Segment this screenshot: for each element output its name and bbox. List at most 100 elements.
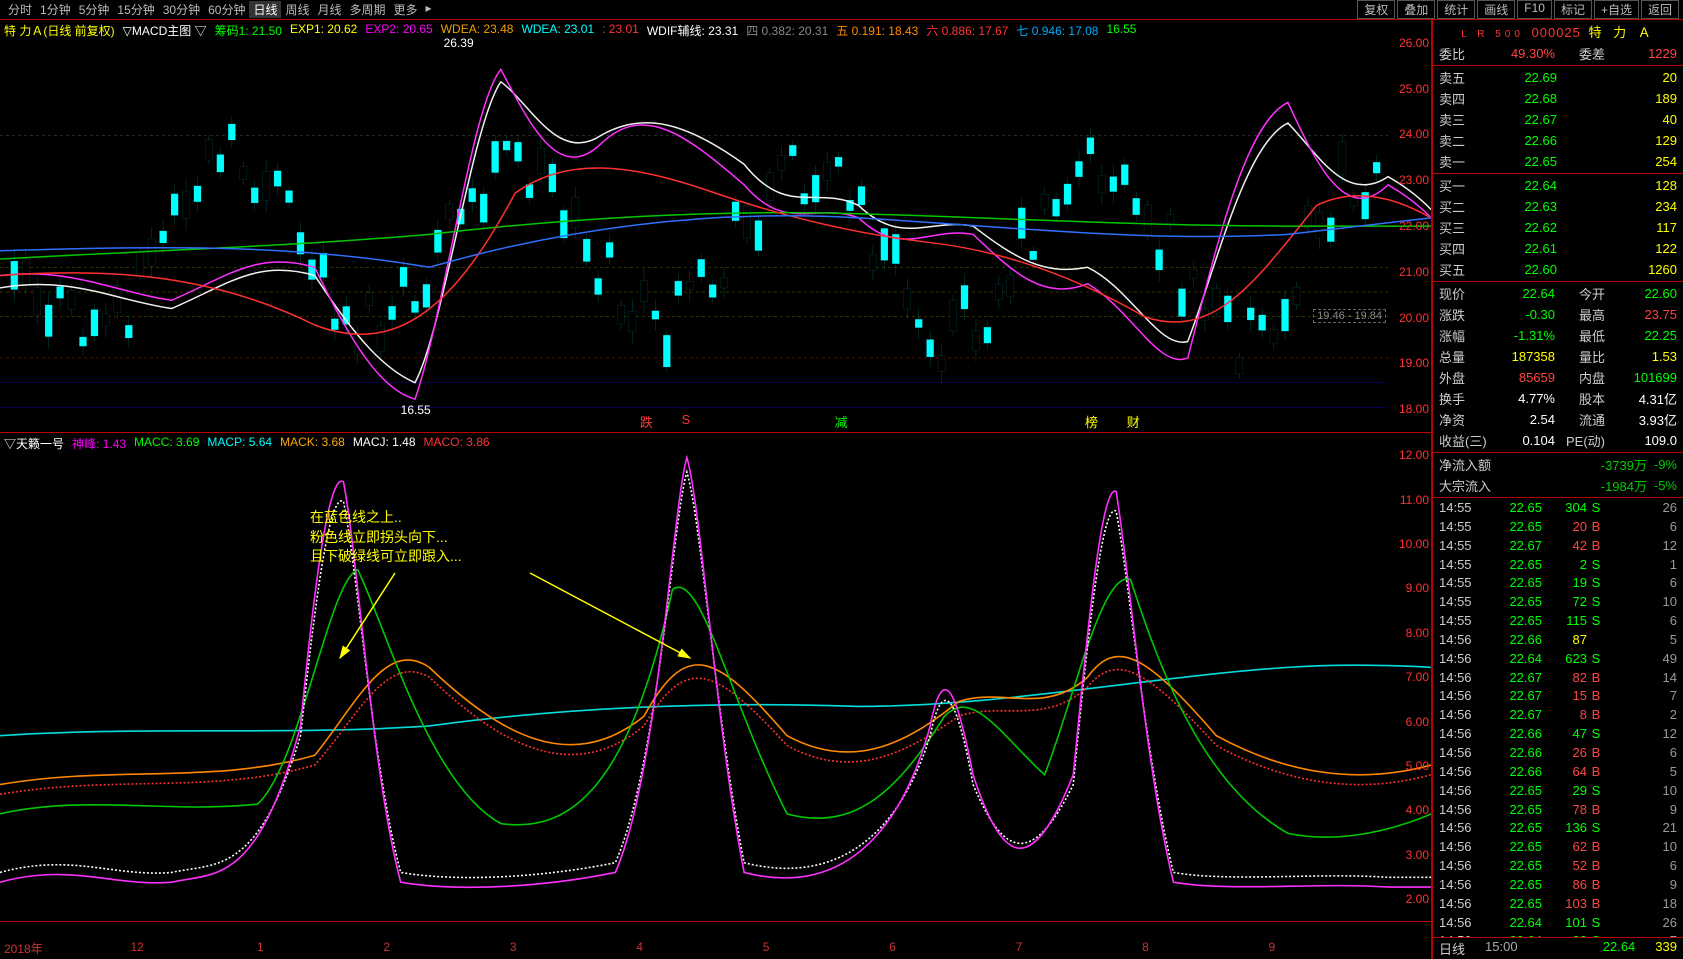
more-dropdown-icon[interactable]: ▸ xyxy=(422,1,436,18)
tick-row[interactable]: 14:56 22.65 86 B 9 xyxy=(1433,876,1683,895)
price-ytick: 22.00 xyxy=(1389,219,1429,233)
tick-row[interactable]: 14:56 22.65 62 B 10 xyxy=(1433,838,1683,857)
tick-row[interactable]: 14:56 22.67 82 B 14 xyxy=(1433,669,1683,688)
timeframe-2[interactable]: 5分钟 xyxy=(75,1,114,18)
tick-row[interactable]: 14:55 22.65 72 S 10 xyxy=(1433,593,1683,612)
orderbook-row[interactable]: 卖五 22.69 20 xyxy=(1433,67,1683,88)
orderbook-row[interactable]: 买五 22.60 1260 xyxy=(1433,259,1683,280)
tb-right-0[interactable]: 复权 xyxy=(1357,0,1395,19)
stat-row: 涨跌 -0.30 最高 23.75 xyxy=(1433,304,1683,325)
tick-row[interactable]: 14:56 22.65 29 S 10 xyxy=(1433,782,1683,801)
stat-row: 现价 22.64 今开 22.60 xyxy=(1433,283,1683,304)
ind-label-4: MACK: 3.68 xyxy=(280,435,345,452)
chart-annotation: 在蓝色线之上..粉色线立即拐头向下...且下破绿线可立即跟入... xyxy=(310,508,462,567)
price-ytick: 26.00 xyxy=(1389,36,1429,50)
orderbook-row[interactable]: 卖四 22.68 189 xyxy=(1433,88,1683,109)
ind-ytick: 12.00 xyxy=(1389,448,1429,462)
timeframe-7[interactable]: 周线 xyxy=(281,1,313,18)
timeframe-6[interactable]: 日线 xyxy=(249,1,281,18)
tick-row[interactable]: 14:56 22.65 78 B 9 xyxy=(1433,801,1683,820)
tb-right-2[interactable]: 统计 xyxy=(1437,0,1475,19)
x-tick: 7 xyxy=(1012,940,1138,957)
x-tick: 2018年 xyxy=(0,940,126,957)
price-ytick: 23.00 xyxy=(1389,173,1429,187)
price-ytick: 18.00 xyxy=(1389,402,1429,416)
tick-row[interactable]: 14:56 22.65 136 S 21 xyxy=(1433,819,1683,838)
orderbook-row[interactable]: 卖二 22.66 129 xyxy=(1433,130,1683,151)
flow-row: 大宗流入 -1984万 -5% xyxy=(1433,475,1683,496)
stock-title: L R 500 000025 特 力 Ａ xyxy=(1433,20,1683,43)
price-marker: S xyxy=(682,412,691,427)
orderbook-row[interactable]: 卖一 22.65 254 xyxy=(1433,151,1683,172)
annotation-line: 在蓝色线之上.. xyxy=(310,508,462,528)
tick-row[interactable]: 14:56 22.66 87 5 xyxy=(1433,631,1683,650)
price-plot xyxy=(0,20,1431,432)
tick-row[interactable]: 14:56 22.65 103 B 18 xyxy=(1433,895,1683,914)
x-tick: 8 xyxy=(1138,940,1264,957)
ind-label-2: MACC: 3.69 xyxy=(134,435,199,452)
timeframe-4[interactable]: 30分钟 xyxy=(159,1,204,18)
tick-row[interactable]: 14:56 22.64 623 S 49 xyxy=(1433,650,1683,669)
tick-row[interactable]: 14:55 22.67 42 B 12 xyxy=(1433,537,1683,556)
tick-row[interactable]: 14:56 22.67 15 B 7 xyxy=(1433,687,1683,706)
tick-row[interactable]: 14:56 22.66 26 B 6 xyxy=(1433,744,1683,763)
tick-row[interactable]: 14:56 22.66 64 B 5 xyxy=(1433,763,1683,782)
stat-row: 收益(三) 0.104 PE(动) 109.0 xyxy=(1433,430,1683,451)
stat-row: 总量 187358 量比 1.53 xyxy=(1433,346,1683,367)
tb-right-6[interactable]: +自选 xyxy=(1594,0,1639,19)
tick-row[interactable]: 14:55 22.65 19 S 6 xyxy=(1433,574,1683,593)
stat-row: 涨幅 -1.31% 最低 22.25 xyxy=(1433,325,1683,346)
tick-row[interactable]: 14:56 22.65 52 B 6 xyxy=(1433,857,1683,876)
price-marker: 跌 xyxy=(640,412,653,431)
chart-area: 特 力Ａ(日线 前复权)▽MACD主图 ▽筹码1: 21.50EXP1: 20.… xyxy=(0,20,1433,959)
orderbook-row[interactable]: 买三 22.62 117 xyxy=(1433,217,1683,238)
timeframe-9[interactable]: 多周期 xyxy=(346,1,390,18)
tick-row[interactable]: 14:55 22.65 2 S 1 xyxy=(1433,556,1683,575)
tick-row[interactable]: 14:56 22.67 8 B 2 xyxy=(1433,706,1683,725)
price-ytick: 25.00 xyxy=(1389,82,1429,96)
orderbook-row[interactable]: 卖三 22.67 40 xyxy=(1433,109,1683,130)
macd-label[interactable]: ▽MACD主图 ▽ xyxy=(123,22,207,39)
price-ind-3: WDEA: 23.48 xyxy=(441,22,514,39)
orderbook-ratio: 委比 49.30% 委差 1229 xyxy=(1433,43,1683,64)
tb-right-5[interactable]: 标记 xyxy=(1554,0,1592,19)
tick-row[interactable]: 14:56 22.64 101 S 26 xyxy=(1433,914,1683,933)
tick-row[interactable]: 14:56 22.66 47 S 12 xyxy=(1433,725,1683,744)
annotation-line: 粉色线立即拐头向下... xyxy=(310,528,462,548)
ind-label-6: MACO: 3.86 xyxy=(424,435,490,452)
orderbook-row[interactable]: 买四 22.61 122 xyxy=(1433,238,1683,259)
tb-right-3[interactable]: 画线 xyxy=(1477,0,1515,19)
ind-ytick: 9.00 xyxy=(1389,581,1429,595)
indicator-chart[interactable]: ▽天籁一号 神峰: 1.43MACC: 3.69MACP: 5.64MACK: … xyxy=(0,433,1431,921)
tick-row[interactable]: 14:55 22.65 304 S 26 xyxy=(1433,499,1683,518)
ind-label-5: MACJ: 1.48 xyxy=(353,435,416,452)
price-ind-6: WDIF辅线: 23.31 xyxy=(647,22,738,39)
tick-row[interactable]: 14:55 22.65 115 S 6 xyxy=(1433,612,1683,631)
timeframe-10[interactable]: 更多 xyxy=(390,1,422,18)
price-chart[interactable]: 特 力Ａ(日线 前复权)▽MACD主图 ▽筹码1: 21.50EXP1: 20.… xyxy=(0,20,1431,433)
timeframe-3[interactable]: 15分钟 xyxy=(113,1,158,18)
tick-list[interactable]: 14:55 22.65 304 S 26 14:55 22.65 20 B 6 … xyxy=(1433,499,1683,937)
timeframe-0[interactable]: 分时 xyxy=(4,1,36,18)
tb-right-7[interactable]: 返回 xyxy=(1641,0,1679,19)
ind-label-1: 神峰: 1.43 xyxy=(72,435,126,452)
bottom-status: 日线 15:00 22.64 339 xyxy=(1433,937,1683,959)
tb-right-4[interactable]: F10 xyxy=(1517,0,1552,19)
stat-row: 净资 2.54 流通 3.93亿 xyxy=(1433,409,1683,430)
x-tick: 3 xyxy=(506,940,632,957)
timeframe-toolbar: 分时1分钟5分钟15分钟30分钟60分钟日线周线月线多周期更多▸ 复权叠加统计画… xyxy=(0,0,1683,20)
timeframe-5[interactable]: 60分钟 xyxy=(204,1,249,18)
orderbook-row[interactable]: 买二 22.63 234 xyxy=(1433,196,1683,217)
price-ytick: 19.00 xyxy=(1389,356,1429,370)
price-ytick: 20.00 xyxy=(1389,311,1429,325)
timeframe-8[interactable]: 月线 xyxy=(314,1,346,18)
tb-right-1[interactable]: 叠加 xyxy=(1397,0,1435,19)
stat-row: 换手 4.77% 股本 4.31亿 xyxy=(1433,388,1683,409)
cursor-label: 19.46 - 19.84 xyxy=(1313,309,1386,323)
price-ind-1: EXP1: 20.62 xyxy=(290,22,357,39)
timeframe-1[interactable]: 1分钟 xyxy=(36,1,75,18)
side-panel: L R 500 000025 特 力 Ａ 委比 49.30% 委差 1229 卖… xyxy=(1433,20,1683,959)
x-tick: 4 xyxy=(632,940,758,957)
orderbook-row[interactable]: 买一 22.64 128 xyxy=(1433,175,1683,196)
tick-row[interactable]: 14:55 22.65 20 B 6 xyxy=(1433,518,1683,537)
